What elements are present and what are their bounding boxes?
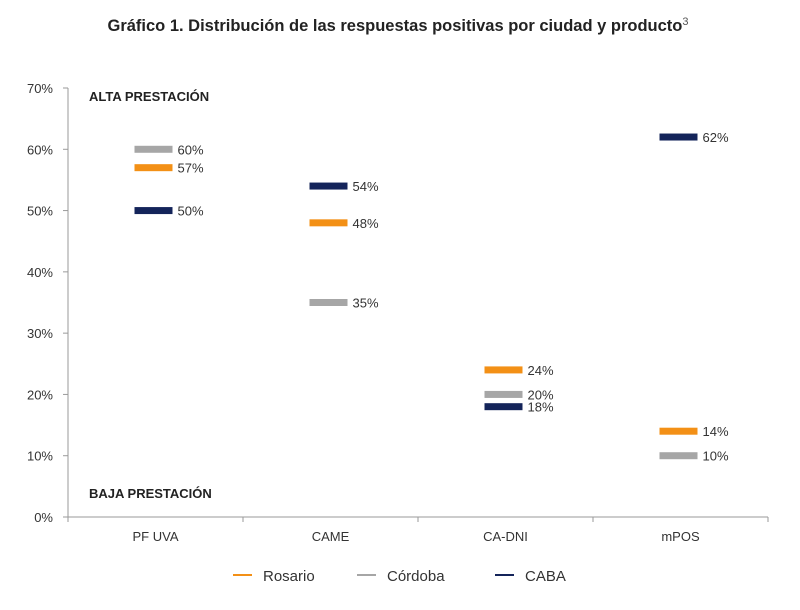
- x-tick-label: CA-DNI: [483, 529, 528, 544]
- data-mark: [309, 219, 348, 227]
- data-mark: [659, 133, 698, 141]
- data-label: 50%: [178, 204, 204, 219]
- legend-label: Rosario: [263, 568, 315, 585]
- data-mark: [484, 366, 523, 374]
- data-mark: [134, 207, 173, 215]
- data-mark: [659, 452, 698, 460]
- data-label: 18%: [528, 400, 554, 415]
- annotation-top: ALTA PRESTACIÓN: [89, 89, 209, 104]
- data-label: 10%: [703, 449, 729, 464]
- y-ticks: 0% 10% 20% 30% 40% 50% 60% 70%: [27, 81, 68, 525]
- data-mark: [659, 427, 698, 435]
- y-tick-label: 50%: [27, 204, 53, 219]
- x-tick-label: CAME: [312, 529, 350, 544]
- y-tick-label: 40%: [27, 265, 53, 280]
- y-tick-label: 30%: [27, 326, 53, 341]
- x-tick-label: PF UVA: [133, 529, 179, 544]
- data-mark: [134, 164, 173, 172]
- data-label: 62%: [703, 130, 729, 145]
- legend-label: Córdoba: [387, 568, 445, 585]
- data-label: 20%: [528, 387, 554, 402]
- y-tick-label: 0%: [34, 510, 53, 525]
- y-tick-label: 20%: [27, 387, 53, 402]
- x-ticks: PF UVA CAME CA-DNI mPOS: [67, 517, 769, 544]
- data-mark: [484, 390, 523, 398]
- chart-title: Gráfico 1. Distribución de las respuesta…: [107, 16, 688, 35]
- x-tick-label: mPOS: [661, 529, 700, 544]
- data-mark: [134, 145, 173, 153]
- data-label: 60%: [178, 142, 204, 157]
- y-tick-label: 10%: [27, 449, 53, 464]
- data-label: 24%: [528, 363, 554, 378]
- y-tick-label: 70%: [27, 81, 53, 96]
- data-mark: [309, 182, 348, 190]
- data-label: 48%: [353, 216, 379, 231]
- data-label: 35%: [353, 296, 379, 311]
- data-marks: 57% 48% 24% 14% 60% 35% 20% 10% 50% 54% 18% 62%: [134, 130, 729, 464]
- data-label: 54%: [353, 179, 379, 194]
- data-mark: [309, 299, 348, 306]
- data-label: 14%: [703, 424, 729, 439]
- data-label: 57%: [178, 161, 204, 176]
- legend: Rosario Córdoba CABA: [233, 568, 566, 585]
- legend-label: CABA: [525, 568, 566, 585]
- data-mark: [484, 403, 523, 411]
- y-tick-label: 60%: [27, 142, 53, 157]
- annotation-bottom: BAJA PRESTACIÓN: [89, 486, 212, 501]
